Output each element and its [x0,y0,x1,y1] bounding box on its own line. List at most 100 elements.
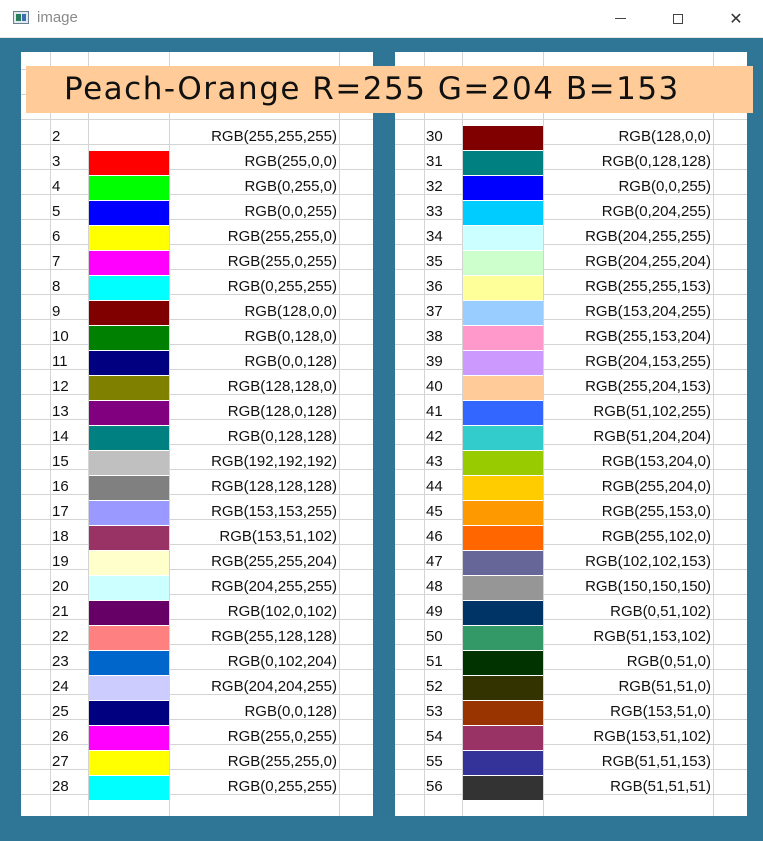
rgb-value: RGB(128,128,128) [211,478,337,495]
color-swatch [463,651,543,675]
grid-column-line [339,52,340,816]
table-row: 18 RGB(153,51,102) [21,524,373,550]
rgb-value: RGB(255,255,204) [211,553,337,570]
row-number: 38 [426,328,443,345]
color-swatch [89,401,169,425]
table-row: 4 RGB(0,255,0) [21,174,373,200]
rgb-value: RGB(0,128,0) [244,328,337,345]
grid-column-line [424,52,425,816]
rgb-value: RGB(0,128,128) [601,153,711,170]
table-row: 49 RGB(0,51,102) [395,599,747,625]
color-swatch [89,476,169,500]
color-table-left: 2 RGB(255,255,255) 3 RGB(255,0,0) 4 RGB(0,255… [21,52,373,816]
table-row: 38 RGB(255,153,204) [395,324,747,350]
maximize-button[interactable] [655,0,701,37]
color-swatch [89,551,169,575]
color-swatch [463,201,543,225]
row-number: 52 [426,678,443,695]
rgb-value: RGB(153,51,0) [610,703,711,720]
rgb-value: RGB(255,0,0) [244,153,337,170]
table-row: 12 RGB(128,128,0) [21,374,373,400]
close-button[interactable]: ✕ [713,0,759,37]
color-table-right: 30 RGB(128,0,0) 31 RGB(0,128,128) 32 RGB(0,0,… [395,52,747,816]
rgb-value: RGB(128,0,0) [244,303,337,320]
table-row: 32 RGB(0,0,255) [395,174,747,200]
row-number: 3 [52,153,61,170]
table-row: 17 RGB(153,153,255) [21,499,373,525]
rgb-value: RGB(0,102,204) [227,653,337,670]
color-swatch [89,351,169,375]
row-number: 12 [52,378,69,395]
table-row: 14 RGB(0,128,128) [21,424,373,450]
rgb-value: RGB(51,51,0) [618,678,711,695]
close-icon: ✕ [729,9,743,28]
color-swatch [463,326,543,350]
color-swatch [463,776,543,800]
row-number: 47 [426,553,443,570]
rgb-value: RGB(128,128,0) [227,378,337,395]
table-row: 22 RGB(255,128,128) [21,624,373,650]
rgb-value: RGB(255,204,153) [585,378,711,395]
color-swatch [89,601,169,625]
maximize-icon [673,13,683,24]
color-swatch [463,126,543,150]
color-swatch [463,401,543,425]
row-number: 35 [426,253,443,270]
row-number: 28 [52,778,69,795]
rgb-value: RGB(0,0,255) [244,203,337,220]
table-row: 33 RGB(0,204,255) [395,199,747,225]
row-number: 50 [426,628,443,645]
table-row: 46 RGB(255,102,0) [395,524,747,550]
minimize-icon [614,18,626,19]
row-number: 43 [426,453,443,470]
color-swatch [463,551,543,575]
color-swatch [463,176,543,200]
color-swatch [463,701,543,725]
color-swatch [89,751,169,775]
row-number: 44 [426,478,443,495]
row-number: 23 [52,653,69,670]
color-swatch [89,726,169,750]
table-row: 11 RGB(0,0,128) [21,349,373,375]
color-swatch [89,426,169,450]
row-number: 13 [52,403,69,420]
color-swatch [89,301,169,325]
color-swatch [463,626,543,650]
rgb-value: RGB(0,51,0) [626,653,711,670]
table-row: 16 RGB(128,128,128) [21,474,373,500]
rgb-value: RGB(204,204,255) [211,678,337,695]
table-row: 31 RGB(0,128,128) [395,149,747,175]
table-row: 8 RGB(0,255,255) [21,274,373,300]
rgb-value: RGB(0,204,255) [601,203,711,220]
row-number: 20 [52,578,69,595]
color-swatch [89,226,169,250]
rgb-value: RGB(128,0,0) [618,128,711,145]
rgb-value: RGB(102,102,153) [585,553,711,570]
rgb-value: RGB(255,255,255) [211,128,337,145]
table-row: 40 RGB(255,204,153) [395,374,747,400]
grid-column-line [169,52,170,816]
color-swatch [463,351,543,375]
row-number: 8 [52,278,61,295]
table-row: 26 RGB(255,0,255) [21,724,373,750]
rgb-value: RGB(255,0,255) [227,253,337,270]
row-number: 34 [426,228,443,245]
rgb-value: RGB(204,153,255) [585,353,711,370]
color-swatch [463,451,543,475]
minimize-button[interactable] [597,0,643,37]
row-number: 4 [52,178,61,195]
table-row: 21 RGB(102,0,102) [21,599,373,625]
color-swatch [89,326,169,350]
rgb-value: RGB(51,204,204) [593,428,711,445]
table-row: 27 RGB(255,255,0) [21,749,373,775]
selected-color-label: Peach-Orange R=255 G=204 B=153 [64,71,680,107]
color-swatch [89,151,169,175]
row-number: 31 [426,153,443,170]
rgb-value: RGB(255,255,153) [585,278,711,295]
color-swatch [89,576,169,600]
rgb-value: RGB(255,255,0) [227,228,337,245]
table-row: 36 RGB(255,255,153) [395,274,747,300]
grid-column-line [88,52,89,816]
rgb-value: RGB(153,204,0) [601,453,711,470]
table-row: 6 RGB(255,255,0) [21,224,373,250]
